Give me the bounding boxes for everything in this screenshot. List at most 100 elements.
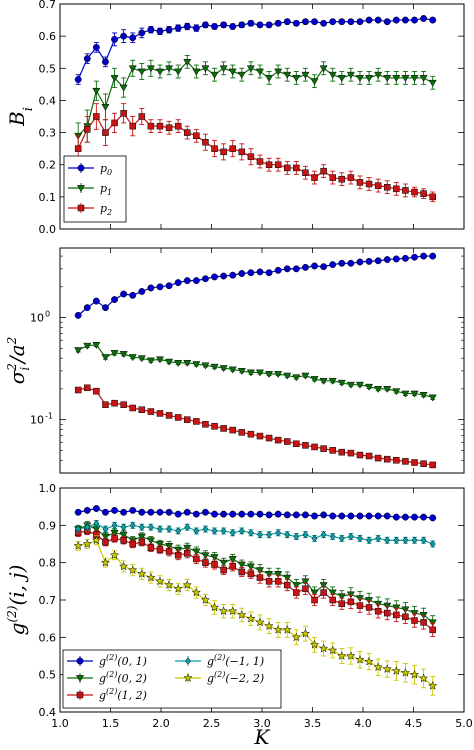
data-point [255, 617, 265, 627]
data-point [418, 673, 429, 683]
data-point [365, 180, 373, 188]
data-point [301, 372, 310, 380]
data-point [247, 528, 254, 537]
data-point [302, 169, 309, 176]
data-point [173, 583, 183, 593]
series-sigma2 [74, 384, 436, 469]
data-point [374, 257, 382, 265]
data-point [229, 23, 237, 30]
data-point [266, 530, 272, 539]
data-point [211, 561, 218, 568]
data-point [211, 145, 218, 152]
data-point [355, 654, 365, 664]
x-tick-label: 4.5 [405, 717, 423, 730]
y-tick-label: 0.3 [39, 127, 57, 140]
data-point [256, 432, 264, 440]
data-point [102, 538, 109, 546]
data-point [329, 447, 336, 454]
series-line [78, 522, 433, 545]
data-point [128, 354, 137, 362]
data-point [293, 532, 300, 541]
y-tick-label: 0.7 [39, 0, 57, 11]
data-point [383, 455, 391, 463]
data-point [74, 145, 82, 152]
data-point [102, 129, 109, 136]
data-point [157, 525, 163, 533]
data-point [411, 253, 418, 261]
data-point [165, 358, 174, 366]
data-point [256, 158, 264, 165]
data-point [174, 68, 183, 76]
data-point [291, 632, 301, 642]
data-point [111, 506, 118, 514]
data-point [374, 512, 382, 520]
data-point [137, 568, 147, 578]
data-point [392, 16, 400, 24]
data-point [147, 122, 155, 130]
data-point [292, 75, 301, 83]
data-point [265, 511, 273, 519]
data-point [410, 75, 419, 83]
data-point [374, 454, 382, 462]
data-point [309, 639, 320, 649]
data-point [392, 255, 400, 263]
data-point [156, 283, 164, 291]
data-point [420, 619, 427, 626]
data-point [274, 571, 283, 578]
data-point [357, 534, 363, 543]
data-point [311, 262, 318, 270]
series-sigma1 [74, 342, 437, 402]
data-point [156, 122, 164, 130]
data-point [355, 381, 365, 389]
data-point [411, 617, 418, 624]
x-tick-label: 5.0 [455, 717, 473, 730]
data-point [93, 519, 100, 528]
data-point [366, 536, 372, 545]
legend-marker [77, 164, 85, 172]
data-point [302, 530, 309, 539]
data-point [119, 351, 128, 359]
data-point [165, 26, 173, 34]
data-point [120, 110, 127, 117]
data-point [374, 71, 383, 79]
data-point [319, 65, 328, 73]
data-point [137, 533, 146, 541]
data-point [83, 342, 92, 350]
data-point [301, 263, 309, 271]
data-point [192, 24, 200, 32]
data-point [274, 371, 283, 379]
data-point [229, 145, 236, 152]
data-point [238, 510, 246, 518]
panel-b-i: 0.0 0.1 0.2 0.3 0.4 0.5 0.6 0.7 Bi p0 p1 p2 [5, 0, 465, 236]
data-point [228, 68, 237, 76]
data-point [202, 559, 209, 566]
y-tick-label: 0.4 [39, 94, 57, 107]
data-point [184, 416, 191, 423]
data-point [347, 259, 355, 267]
data-point [192, 361, 201, 369]
series-line [77, 524, 434, 623]
y-axis-title: Bi [5, 107, 36, 127]
data-point [202, 421, 209, 428]
data-point [119, 84, 128, 92]
data-point [147, 544, 155, 551]
data-point [174, 414, 182, 421]
y-tick-label: 0.1 [39, 191, 57, 204]
data-point [102, 508, 109, 516]
data-point [193, 527, 200, 535]
data-point [74, 311, 82, 319]
data-point [128, 565, 138, 575]
data-point [165, 282, 173, 290]
data-point [292, 19, 300, 27]
y-tick-label: 10 [30, 312, 44, 325]
data-point [237, 71, 246, 79]
legend-entry-p1: p1 [68, 182, 112, 197]
data-point [246, 369, 255, 377]
data-point [256, 574, 264, 581]
data-point [284, 164, 291, 172]
data-point [347, 18, 355, 26]
data-point [120, 32, 128, 40]
data-point [92, 87, 101, 95]
data-point [138, 113, 146, 120]
